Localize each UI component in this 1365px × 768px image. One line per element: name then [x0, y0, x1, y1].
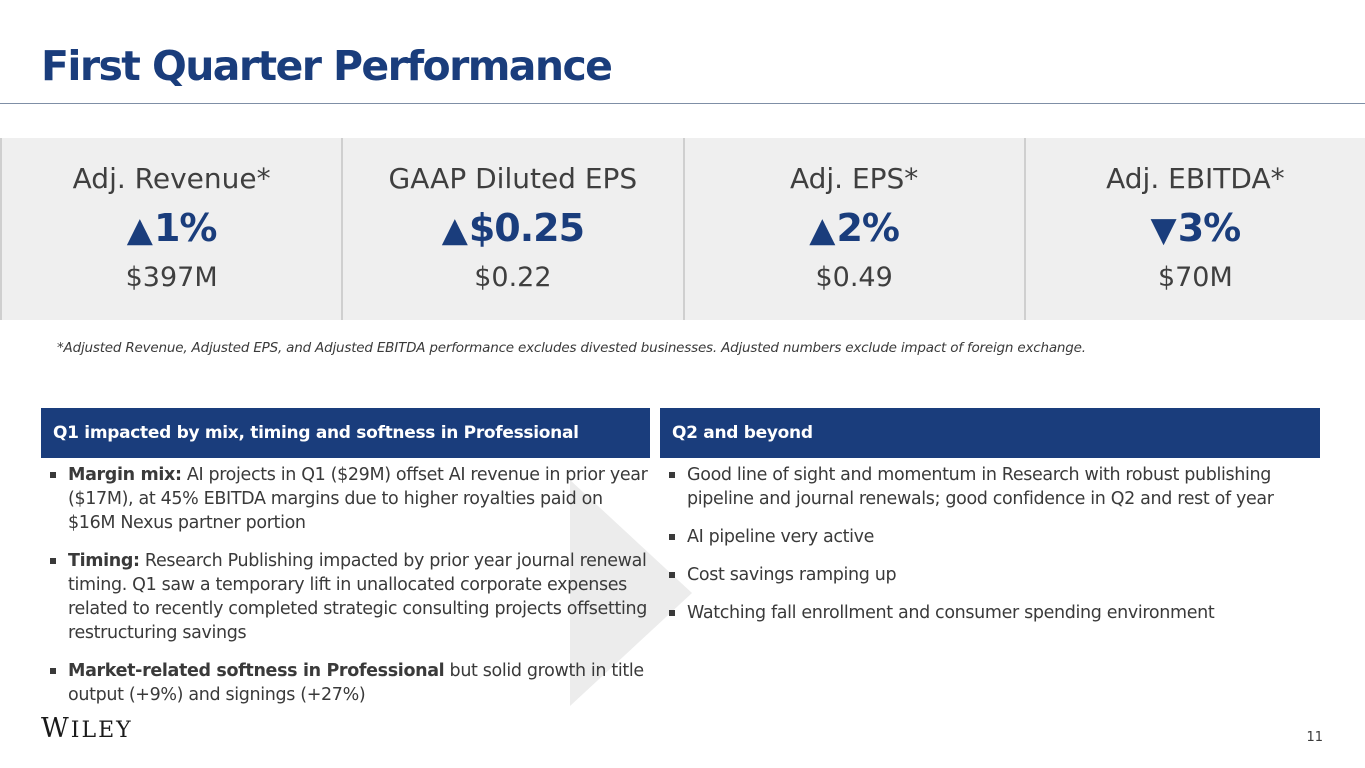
- kpi-label: Adj. Revenue*: [72, 162, 271, 195]
- wiley-logo: WILEY: [41, 713, 133, 744]
- logo-initial: W: [41, 713, 71, 744]
- page-number: 11: [1306, 730, 1323, 745]
- logo-rest: ILEY: [70, 718, 133, 743]
- kpi-change-value: 1%: [153, 206, 218, 250]
- kpi-label: GAAP Diluted EPS: [388, 162, 638, 195]
- left-panel-heading: Q1 impacted by mix, timing and softness …: [41, 408, 650, 458]
- list-item: Margin mix: AI projects in Q1 ($29M) off…: [48, 463, 648, 535]
- list-item: Cost savings ramping up: [667, 563, 1307, 587]
- bullet-bold: Timing:: [68, 551, 140, 571]
- kpi-gaap-diluted-eps: GAAP Diluted EPS ▲$0.25 $0.22: [341, 138, 682, 320]
- kpi-change: ▲1%: [2, 206, 341, 252]
- up-arrow-icon: ▲: [126, 210, 153, 250]
- kpi-change: ▼3%: [1026, 206, 1365, 252]
- kpi-change-value: 3%: [1177, 206, 1242, 250]
- kpi-value: $0.22: [474, 262, 552, 293]
- kpi-value: $70M: [1157, 262, 1233, 293]
- kpi-adj-ebitda: Adj. EBITDA* ▼3% $70M: [1023, 138, 1365, 320]
- kpi-change: ▲2%: [685, 206, 1024, 252]
- list-item: AI pipeline very active: [667, 525, 1307, 549]
- kpi-band: Adj. Revenue* ▲1% $397M GAAP Diluted EPS…: [0, 138, 1365, 320]
- chevron-right-icon: [570, 480, 692, 706]
- right-bullet-list: Good line of sight and momentum in Resea…: [667, 463, 1307, 639]
- up-arrow-icon: ▲: [441, 210, 468, 250]
- kpi-change-value: $0.25: [468, 206, 585, 250]
- left-bullet-list: Margin mix: AI projects in Q1 ($29M) off…: [48, 463, 648, 721]
- title-divider: [0, 103, 1365, 104]
- kpi-adj-eps: Adj. EPS* ▲2% $0.49: [682, 138, 1024, 320]
- kpi-label: Adj. EPS*: [789, 162, 919, 195]
- right-panel-heading: Q2 and beyond: [660, 408, 1320, 458]
- bullet-text: AI projects in Q1 ($29M) offset AI reven…: [68, 465, 648, 533]
- page-title: First Quarter Performance: [41, 42, 613, 90]
- bullet-bold: Market-related softness in Professional: [68, 661, 445, 681]
- list-item: Market-related softness in Professional …: [48, 659, 648, 707]
- bullet-bold: Margin mix:: [68, 465, 182, 485]
- bullet-text: Research Publishing impacted by prior ye…: [68, 551, 647, 643]
- kpi-adj-revenue: Adj. Revenue* ▲1% $397M: [0, 138, 341, 320]
- kpi-label: Adj. EBITDA*: [1106, 162, 1285, 195]
- kpi-value: $397M: [125, 262, 218, 293]
- kpi-change-value: 2%: [836, 206, 900, 250]
- bullet-text: but solid growth in title output (+9%) a…: [68, 661, 644, 705]
- down-arrow-icon: ▼: [1150, 210, 1177, 250]
- kpi-change: ▲$0.25: [343, 206, 682, 252]
- footnote: *Adjusted Revenue, Adjusted EPS, and Adj…: [57, 340, 1086, 356]
- list-item: Timing: Research Publishing impacted by …: [48, 549, 648, 645]
- list-item: Good line of sight and momentum in Resea…: [667, 463, 1307, 511]
- list-item: Watching fall enrollment and consumer sp…: [667, 601, 1307, 625]
- kpi-value: $0.49: [815, 262, 893, 293]
- up-arrow-icon: ▲: [809, 210, 835, 250]
